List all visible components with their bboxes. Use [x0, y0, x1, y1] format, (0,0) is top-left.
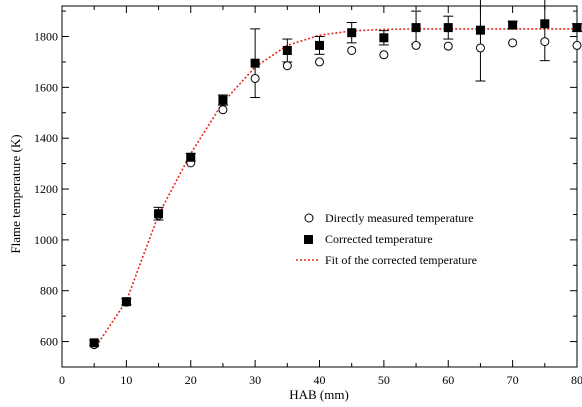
y-tick-label: 1600: [34, 80, 58, 94]
legend-label-fit: Fit of the corrected temperature: [325, 253, 477, 267]
corrected-point: [347, 28, 357, 38]
x-tick-label: 80: [571, 373, 582, 387]
x-tick-label: 10: [120, 373, 132, 387]
corrected-point: [572, 23, 582, 33]
corrected-point: [154, 209, 164, 219]
y-tick-label: 1000: [34, 233, 58, 247]
x-tick-label: 60: [442, 373, 454, 387]
y-axis-label: Flame temperature (K): [8, 134, 23, 253]
legend: Directly measured temperature Corrected …: [296, 211, 477, 267]
x-tick-label: 30: [249, 373, 261, 387]
measured-point: [282, 61, 292, 71]
measured-point: [508, 38, 518, 48]
corrected-point: [379, 33, 389, 43]
x-tick-label: 20: [185, 373, 197, 387]
measured-point: [540, 37, 550, 47]
y-tick-label: 1800: [34, 30, 58, 44]
measured-point: [250, 73, 260, 83]
x-tick-label: 70: [507, 373, 519, 387]
measured-points-group: [89, 37, 582, 350]
y-tick-label: 800: [40, 284, 58, 298]
corrected-point: [508, 20, 518, 30]
corrected-point: [475, 25, 485, 35]
measured-point: [315, 57, 324, 67]
axis-ticks: 0 10 20 30 40 50 60 70 80 600 800 1000 1200 1400 1600 1…: [34, 6, 582, 387]
corrected-point: [282, 45, 292, 55]
legend-label-measured: Directly measured temperature: [325, 211, 474, 225]
measured-point: [572, 40, 582, 50]
corrected-point: [218, 95, 228, 105]
corrected-point: [315, 40, 324, 50]
corrected-point: [121, 297, 131, 307]
corrected-points-group: [89, 19, 582, 348]
legend-square-marker: [304, 235, 313, 244]
corrected-point: [411, 23, 421, 33]
measured-point: [475, 43, 485, 53]
y-tick-label: 1400: [34, 131, 58, 145]
fit-line: [93, 28, 577, 350]
x-tick-label: 50: [378, 373, 390, 387]
y-tick-label: 600: [40, 335, 58, 349]
fit-line-group: [93, 28, 577, 350]
measured-point: [347, 45, 357, 55]
measured-point: [379, 50, 389, 60]
legend-circle-marker: [304, 213, 314, 223]
corrected-point: [540, 19, 550, 29]
x-axis-label: HAB (mm): [289, 387, 349, 402]
measured-point: [218, 105, 228, 115]
corrected-point: [89, 338, 99, 348]
error-bars-group: [89, 0, 582, 346]
legend-label-corrected: Corrected temperature: [325, 232, 433, 246]
measured-point: [411, 40, 421, 50]
measured-point: [443, 41, 453, 51]
x-tick-label: 40: [314, 373, 326, 387]
corrected-point: [250, 58, 260, 68]
corrected-point: [186, 152, 196, 162]
x-tick-label: 0: [59, 373, 65, 387]
corrected-point: [443, 23, 453, 33]
y-tick-label: 1200: [34, 182, 58, 196]
